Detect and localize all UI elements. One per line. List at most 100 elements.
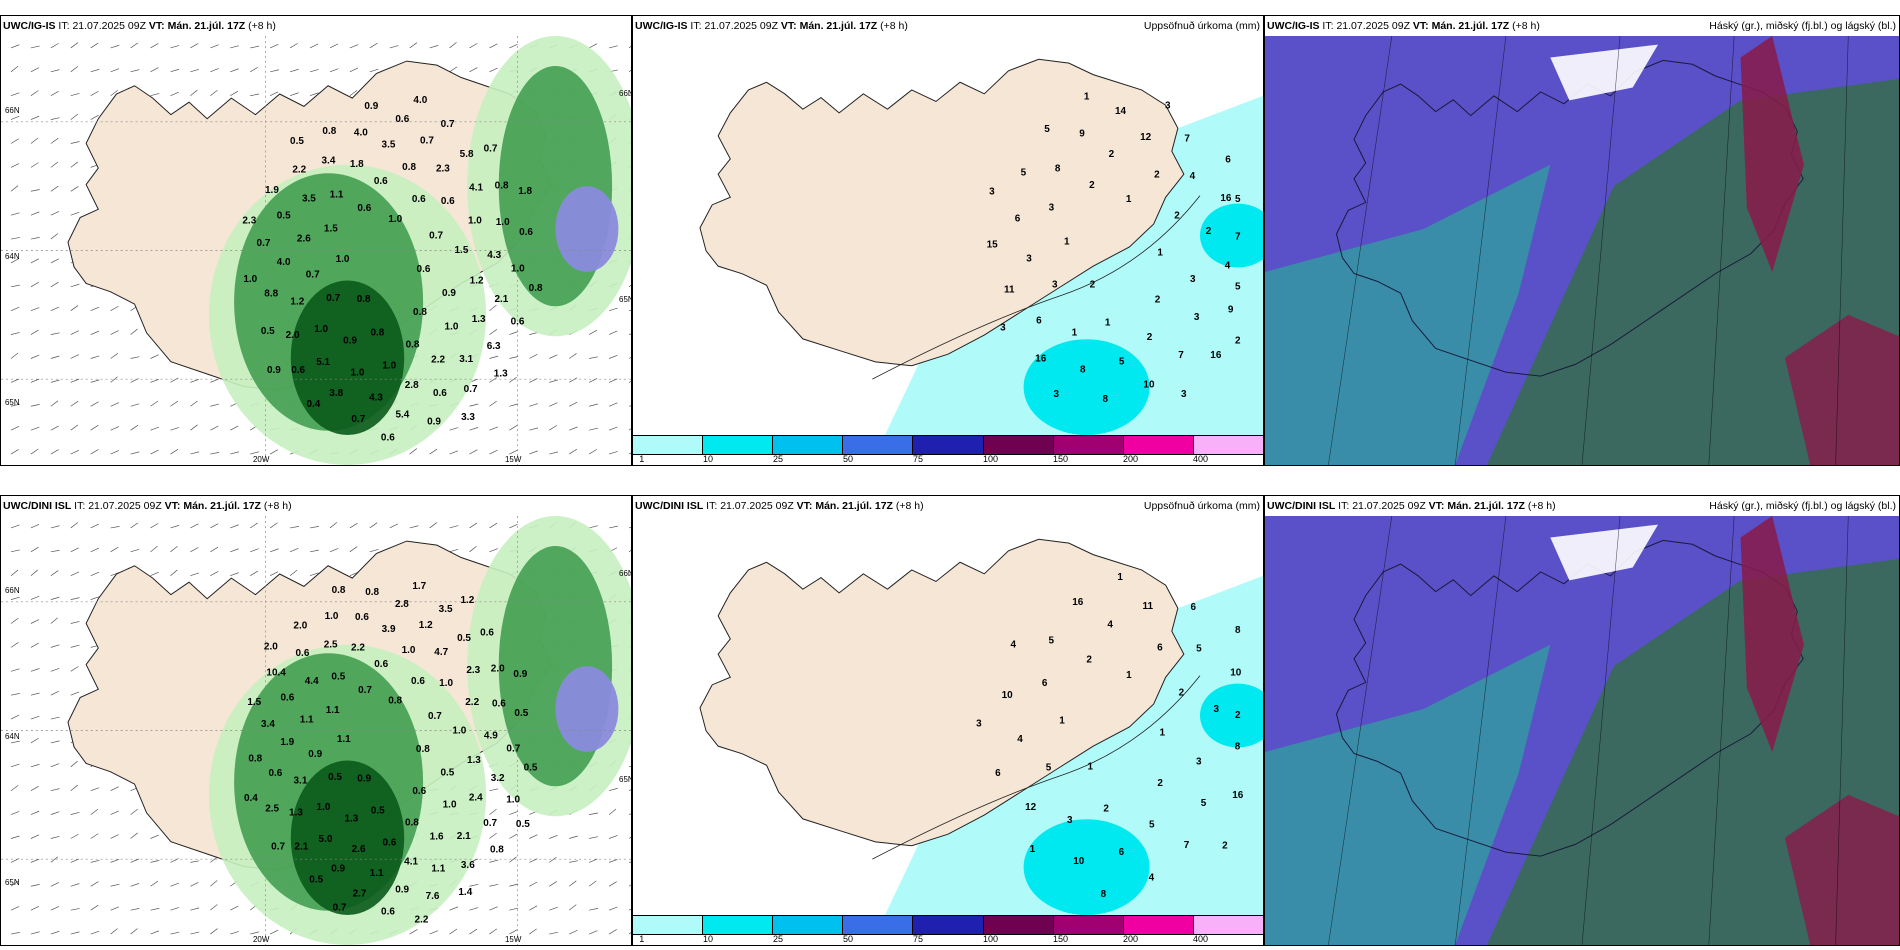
wind-barb — [349, 546, 358, 553]
wind-barb — [170, 68, 180, 73]
it-label: IT: — [706, 500, 718, 512]
precip-value-label: 0.9 — [513, 669, 527, 680]
wind-barb — [10, 138, 19, 144]
precip-value-label: 3 — [1053, 389, 1059, 400]
precip-value-label: 3 — [1026, 253, 1032, 264]
wind-barb — [150, 571, 159, 577]
precip-value-label: 6 — [1119, 847, 1125, 858]
precip-value-label: 12 — [1025, 802, 1037, 813]
low-cloud-area — [1265, 164, 1551, 465]
precip-value-label: 1.0 — [325, 611, 339, 622]
wind-barb — [628, 452, 631, 455]
precip-value-label: 2.1 — [294, 842, 308, 853]
wind-barb — [190, 89, 198, 96]
wind-barb — [110, 810, 119, 815]
wind-barb — [269, 91, 279, 97]
wind-barb — [130, 42, 139, 49]
wind-barb — [30, 810, 40, 815]
wind-barb — [269, 571, 279, 577]
wind-barb — [509, 425, 518, 431]
precip-heavy-area — [290, 280, 405, 435]
map-area[interactable]: 1 1 1 2 1 2 2 2 3 5 6 5 6 3 3 4 5 4 5 6 5 8 12 11 7 10 10 10 16 16 6 6 4… — [633, 516, 1263, 915]
wind-barb — [628, 908, 631, 911]
precip-value-label: 3.5 — [302, 193, 316, 204]
wind-barb — [170, 400, 179, 407]
precip-value-label: 5 — [1196, 644, 1202, 655]
wind-barb — [608, 525, 618, 529]
wind-barb — [70, 691, 80, 696]
wind-barb — [429, 930, 439, 935]
map-area[interactable]: 66N 64N 65N 20W 15W 66N 65N 0.8 0.9 0.8 0.6 1.1 0.7 0… — [1, 516, 631, 945]
colorbar-labels: 1 10 25 50 75 100 150 200 400 — [633, 454, 1263, 465]
precip-value-label: 1.2 — [419, 620, 433, 631]
wind-barb — [30, 448, 39, 455]
wind-barb — [10, 617, 19, 624]
lead-time: (+8 h) — [248, 20, 276, 32]
vt-label: VT: — [148, 20, 165, 32]
graticule-line — [1328, 516, 1393, 945]
wind-barb — [70, 305, 79, 312]
wind-barb — [50, 332, 60, 335]
precip-value-label: 5 — [1235, 194, 1241, 205]
wind-barb — [329, 68, 339, 73]
precip-value-label: 0.8 — [406, 340, 420, 351]
wind-barb — [449, 66, 458, 73]
wind-barb — [90, 401, 99, 407]
wind-barb — [549, 354, 558, 359]
map-area[interactable]: 1 2 1 2 1 2 1 2 3 3 2 2 3 2 1 2 3 3 4 5 8 4 6 12 7 6 16 8 9 9 11 7 10 5 7 1… — [633, 36, 1263, 435]
precip-value-label: 8 — [1101, 889, 1107, 900]
wind-barb — [10, 785, 19, 791]
precip-value-label: 5 — [1119, 357, 1125, 368]
colorbar-boxes — [633, 435, 1263, 455]
wind-barb — [509, 523, 518, 529]
wind-barb — [50, 161, 59, 168]
precip-value-label: 1.0 — [506, 795, 520, 806]
wind-barb — [449, 42, 457, 49]
wind-barb — [30, 354, 40, 359]
precip-value-label: 0.5 — [328, 772, 342, 783]
wind-barb — [588, 43, 598, 49]
precip-value-label: 1.3 — [344, 813, 358, 824]
wind-barb — [250, 931, 259, 935]
wind-barb — [30, 737, 39, 744]
precip-value-label: 4 — [1107, 620, 1113, 631]
wind-barb — [150, 378, 160, 383]
precip-value-label: 3.5 — [439, 604, 453, 615]
wind-barb — [90, 787, 100, 792]
wind-barb — [10, 115, 20, 120]
precip-value-label: 3 — [1165, 101, 1171, 112]
precip-value-label: 2.6 — [352, 844, 366, 855]
wind-barb — [529, 928, 537, 935]
wind-barb — [110, 883, 120, 887]
map-area[interactable] — [1265, 516, 1899, 945]
precip-value-label: 0.6 — [441, 196, 455, 207]
wind-barb — [289, 92, 299, 97]
wind-barb — [30, 189, 40, 192]
wind-barb — [50, 811, 60, 815]
wind-barb — [50, 740, 60, 744]
precip-value-label: 6 — [1015, 213, 1021, 224]
wind-barb — [489, 43, 498, 49]
wind-barb — [50, 117, 60, 120]
wind-barb — [50, 930, 60, 935]
wind-barb — [449, 928, 458, 935]
wind-barb — [549, 402, 558, 407]
wind-barb — [130, 908, 140, 911]
wind-barb — [30, 642, 39, 648]
precip-value-label: 0.4 — [306, 399, 320, 410]
precip-value-label: 0.8 — [248, 754, 262, 765]
wind-barb — [10, 668, 20, 672]
graticule-label: 15W — [505, 455, 522, 464]
wind-barb — [110, 330, 119, 335]
wind-barb — [628, 861, 631, 863]
colorbar-label: 10 — [702, 454, 713, 464]
precip-value-label: 2.3 — [242, 215, 256, 226]
map-area[interactable] — [1265, 36, 1899, 465]
wind-barb — [409, 929, 418, 935]
wind-barb — [70, 760, 78, 768]
wind-barb — [270, 548, 279, 553]
wind-barb — [529, 354, 538, 359]
map-area[interactable]: 66N 64N 65N 20W 15W 66N 65N 0.6 0.8 1.0 0.8 1.0 0.7 0… — [1, 36, 631, 465]
wind-barb — [50, 617, 58, 624]
precip-value-label: 1.6 — [430, 832, 444, 843]
